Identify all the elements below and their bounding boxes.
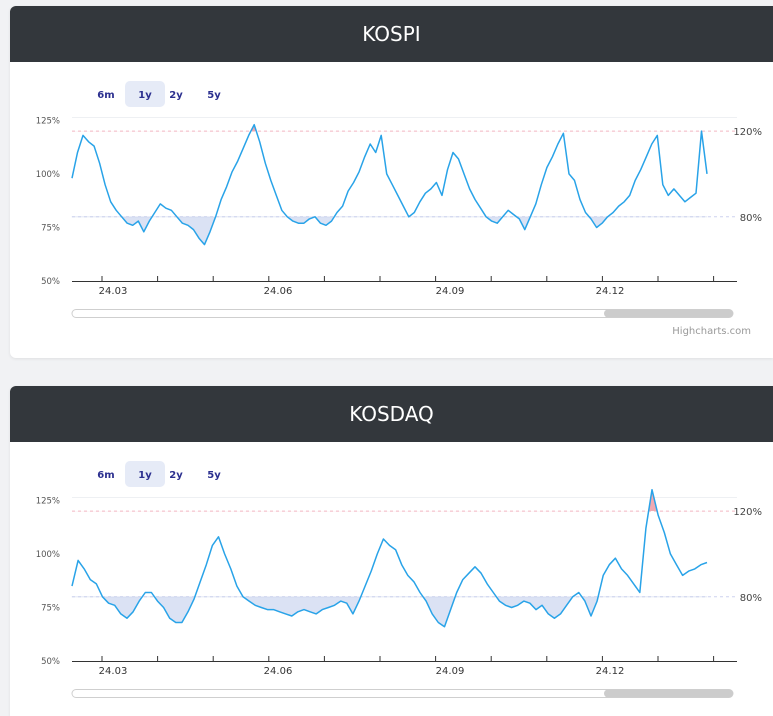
kosdaq-scrollbar-thumb[interactable] — [604, 689, 733, 698]
kosdaq-range-label: 2y — [169, 470, 183, 481]
kospi-above-threshold-area — [72, 124, 707, 132]
kosdaq-series-line[interactable] — [71, 488, 708, 628]
kospi-range-label: 1y — [138, 90, 152, 101]
kospi-below-threshold-area — [71, 216, 708, 246]
kosdaq-y-tick-50: 50% — [41, 657, 60, 667]
kosdaq-range-5y[interactable]: 5y — [207, 470, 221, 481]
kosdaq-x-tick-24.03: 24.03 — [99, 666, 128, 677]
kospi-x-tick-24.03: 24.03 — [99, 286, 128, 297]
kosdaq-range-label: 6m — [97, 470, 114, 481]
kosdaq-card: KOSDAQ 6m 1y 2y 5y 50% 75% 100% 125% 120% 80% 24.0… — [10, 386, 773, 716]
kospi-range-label: 5y — [207, 90, 221, 101]
kospi-y-tick-125: 125% — [36, 116, 60, 126]
kospi-y-tick-75: 75% — [41, 223, 60, 233]
kospi-series-line[interactable] — [71, 123, 708, 246]
kosdaq-below-threshold-area — [71, 596, 708, 628]
kospi-title: KOSPI — [10, 6, 773, 62]
kosdaq-y-tick-75: 75% — [41, 603, 60, 613]
kosdaq-plotline-label-80: 80% — [740, 593, 762, 604]
kospi-y-tick-100: 100% — [36, 170, 60, 180]
kosdaq-plotline-label-120: 120% — [733, 507, 762, 518]
kospi-range-6m[interactable]: 6m — [97, 90, 114, 101]
kospi-range-5y[interactable]: 5y — [207, 90, 221, 101]
kosdaq-range-label: 5y — [207, 470, 221, 481]
kosdaq-range-6m[interactable]: 6m — [97, 470, 114, 481]
kosdaq-range-1y[interactable]: 1y — [125, 461, 165, 487]
kosdaq-y-tick-125: 125% — [36, 496, 60, 506]
kosdaq-x-tick-24.09: 24.09 — [436, 666, 465, 677]
kospi-x-tick-24.06: 24.06 — [264, 286, 293, 297]
kospi-card: KOSPI 6m 1y 2y 5y 50% 75% 100% 125% 120% 80% 24.03… — [10, 6, 773, 358]
kosdaq-x-tick-24.06: 24.06 — [264, 666, 293, 677]
kospi-plotline-label-80: 80% — [740, 213, 762, 224]
kosdaq-range-label: 1y — [138, 470, 152, 481]
kosdaq-y-tick-100: 100% — [36, 550, 60, 560]
kospi-range-label: 2y — [169, 90, 183, 101]
kosdaq-title: KOSDAQ — [10, 386, 773, 442]
kospi-chart: 6m 1y 2y 5y 50% 75% 100% 125% 120% 80% 24.03 24.06 2… — [36, 81, 762, 318]
kospi-scrollbar-thumb[interactable] — [604, 309, 733, 318]
kospi-range-1y[interactable]: 1y — [125, 81, 165, 107]
kospi-range-2y[interactable]: 2y — [169, 90, 183, 101]
highcharts-credit[interactable]: Highcharts.com — [672, 326, 751, 337]
kospi-x-tick-24.12: 24.12 — [596, 286, 625, 297]
kospi-x-tick-24.09: 24.09 — [436, 286, 465, 297]
kospi-y-tick-50: 50% — [41, 277, 60, 287]
kospi-range-label: 6m — [97, 90, 114, 101]
kosdaq-range-2y[interactable]: 2y — [169, 470, 183, 481]
kosdaq-chart: 6m 1y 2y 5y 50% 75% 100% 125% 120% 80% 24.03 24.06 2… — [36, 461, 762, 698]
kospi-plotline-label-120: 120% — [733, 127, 762, 138]
kosdaq-x-tick-24.12: 24.12 — [596, 666, 625, 677]
